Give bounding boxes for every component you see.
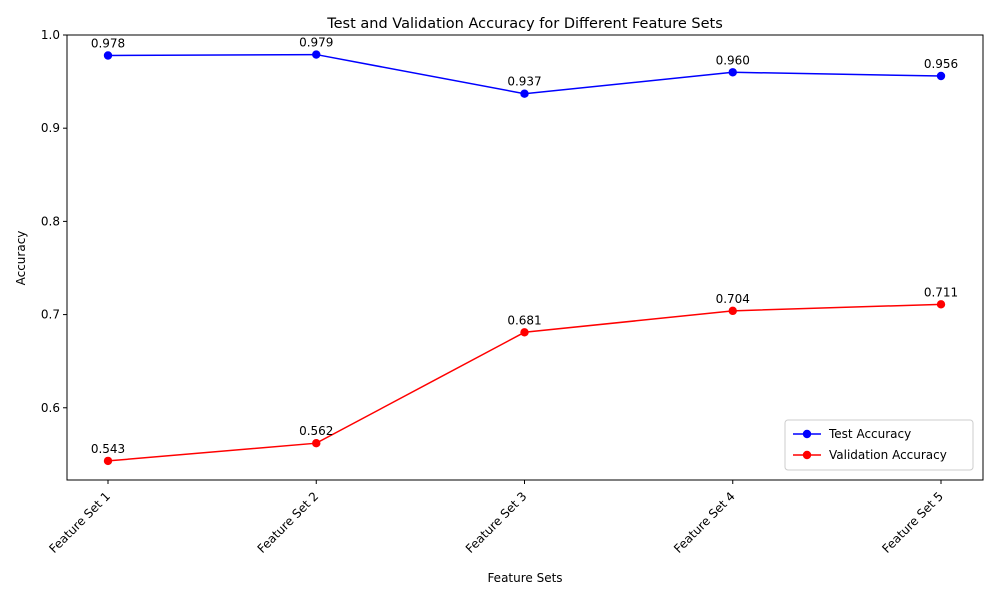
series-point-2 [936,300,946,309]
series-point-1 [312,50,321,59]
data-label-1: 0.960 [716,53,750,67]
data-label-2: 0.681 [507,313,541,327]
data-label-1: 0.937 [507,75,541,89]
y-tick-label: 0.8 [41,214,60,228]
y-tick-label: 1.0 [41,28,60,42]
y-tick-label: 0.7 [41,308,60,322]
legend-box [784,419,974,471]
data-label-2: 0.562 [299,424,333,438]
series-point-1 [728,68,737,77]
legend-marker-1 [802,429,812,439]
chart-title: Test and Validation Accuracy for Differe… [326,16,723,32]
y-tick-label: 0.6 [41,401,60,415]
data-label-1: 0.978 [91,37,125,51]
legend-label-2: Validation Accuracy [829,448,947,462]
series-point-2 [728,306,737,316]
legend-label-1: Test Accuracy [828,427,911,441]
data-label-2: 0.711 [924,285,958,299]
legend: Test Accuracy Validation Accuracy [784,419,974,471]
legend-marker-2 [802,450,812,460]
series-point-2 [520,328,529,337]
data-label-2: 0.704 [716,292,750,306]
series-point-1 [936,71,946,81]
series-point-2 [103,456,113,466]
series-point-1 [520,89,529,98]
data-label-1: 0.956 [924,57,958,71]
y-axis-label: Accuracy [14,231,28,286]
x-axis-label: Feature Sets [487,571,562,585]
series-point-1 [103,51,113,60]
data-label-2: 0.543 [91,442,125,456]
series-point-2 [312,438,321,448]
data-label-1: 0.979 [299,36,333,50]
y-tick-label: 0.9 [41,121,60,135]
